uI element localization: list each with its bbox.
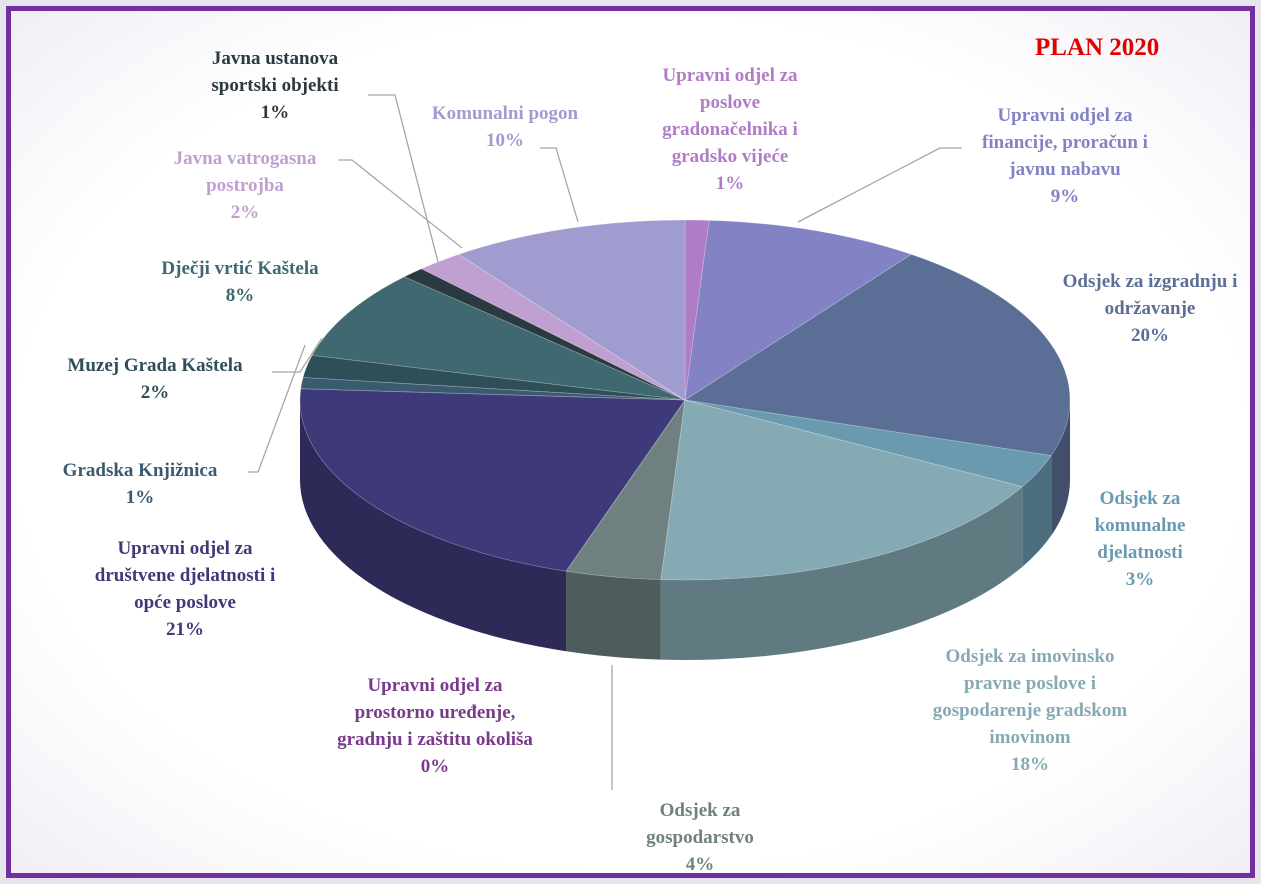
value-label: 0%	[420, 756, 450, 777]
value-label: 8%	[225, 285, 255, 306]
slice	[684, 219, 913, 401]
chart-title: PLAN 2020	[1035, 34, 1160, 61]
data-label: Gradska Knjižnica 1%	[20, 457, 260, 511]
category-label: Javna vatrogasna postrojba	[173, 148, 317, 196]
slice-side	[1022, 455, 1052, 567]
value-label: 2%	[230, 202, 260, 223]
data-label: Odsjek za komunalne djelatnosti 3%	[1075, 485, 1205, 593]
data-label: Javna vatrogasna postrojba 2%	[153, 145, 338, 226]
category-label: Dječji vrtić Kaštela	[161, 258, 319, 279]
category-label: Upravni odjel za društvene djelatnosti i…	[94, 538, 276, 613]
slice	[684, 219, 710, 401]
slice	[660, 399, 1024, 581]
value-label: 9%	[1050, 186, 1080, 207]
data-label: Muzej Grada Kaštela 2%	[25, 352, 285, 406]
category-label: Upravni odjel za poslove gradonačelnika …	[662, 65, 798, 167]
leader-line	[797, 147, 962, 223]
slice	[683, 253, 1071, 457]
slice	[457, 219, 686, 401]
category-label: Javna ustanova sportski objekti	[211, 48, 339, 96]
data-label: Odsjek za izgradnju i održavanje 20%	[1043, 268, 1258, 349]
data-label: Upravni odjel za društvene djelatnosti i…	[90, 535, 280, 643]
data-label: Upravni odjel za poslove gradonačelnika …	[638, 62, 823, 197]
data-label: Odsjek za gospodarstvo 4%	[625, 797, 775, 878]
slice	[302, 354, 686, 401]
slice	[420, 253, 686, 401]
leader-line	[272, 337, 323, 373]
leader-line	[248, 344, 306, 473]
category-label: Odsjek za gospodarstvo	[646, 800, 754, 848]
slice-side	[1051, 400, 1070, 536]
value-label: 4%	[685, 854, 715, 875]
data-label: Odsjek za imovinsko pravne poslove i gos…	[933, 643, 1128, 778]
value-label: 1%	[125, 487, 155, 508]
data-label: Dječji vrtić Kaštela 8%	[120, 255, 360, 309]
slice-side	[566, 571, 661, 660]
slice	[565, 399, 686, 581]
value-label: 18%	[1011, 754, 1049, 775]
category-label: Gradska Knjižnica	[62, 460, 218, 481]
leader-line	[368, 94, 439, 263]
value-label: 3%	[1125, 569, 1155, 590]
slice-sides	[300, 400, 1070, 661]
category-label: Upravni odjel za financije, proračun i j…	[982, 105, 1148, 180]
category-label: Muzej Grada Kaštela	[67, 355, 243, 376]
slice	[311, 276, 686, 401]
slice	[300, 377, 686, 401]
value-label: 10%	[486, 130, 524, 151]
slice-tops	[299, 219, 1071, 581]
category-label: Upravni odjel za prostorno uređenje, gra…	[337, 675, 533, 750]
leader-line	[338, 159, 463, 249]
slice-side	[660, 486, 1023, 661]
slice-side	[300, 400, 567, 652]
data-label: Komunalni pogon 10%	[395, 100, 615, 154]
slice	[684, 399, 1052, 488]
value-label: 1%	[260, 102, 290, 123]
value-label: 1%	[715, 173, 745, 194]
data-label: Upravni odjel za prostorno uređenje, gra…	[330, 672, 540, 780]
slice	[403, 268, 686, 401]
value-label: 20%	[1131, 325, 1169, 346]
leader-line	[540, 147, 579, 223]
data-label: Upravni odjel za financije, proračun i j…	[958, 102, 1173, 210]
slice	[299, 388, 686, 572]
category-label: Odsjek za imovinsko pravne poslove i gos…	[932, 646, 1128, 748]
category-label: Odsjek za komunalne djelatnosti	[1094, 488, 1186, 563]
category-label: Komunalni pogon	[431, 103, 579, 124]
value-label: 21%	[166, 619, 204, 640]
value-label: 2%	[140, 382, 170, 403]
category-label: Odsjek za izgradnju i održavanje	[1062, 271, 1238, 319]
data-label: Javna ustanova sportski objekti 1%	[190, 45, 360, 126]
